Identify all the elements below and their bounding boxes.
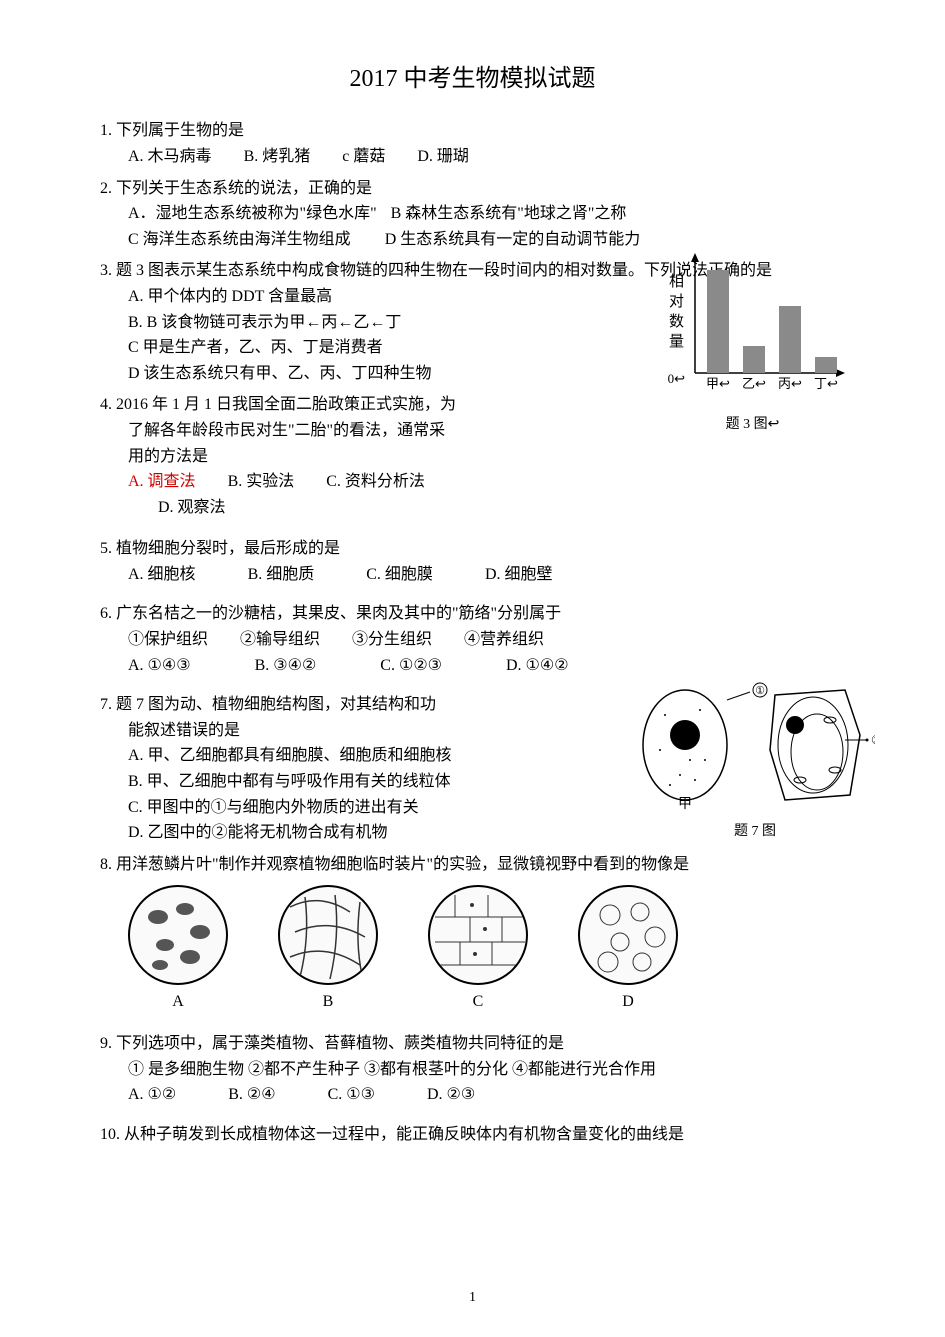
svg-text:甲↩: 甲↩ bbox=[706, 376, 730, 391]
q4-opt-a: A. 调查法 bbox=[128, 469, 196, 495]
q6-num: 6. bbox=[100, 605, 112, 622]
svg-text:对: 对 bbox=[669, 293, 684, 310]
q4-num: 4. bbox=[100, 396, 112, 413]
q5-opt-a: A. 细胞核 bbox=[128, 562, 196, 588]
svg-text:数: 数 bbox=[669, 313, 684, 330]
question-2: 2. 下列关于生态系统的说法，正确的是 A．湿地生态系统被称为"绿色水库" B … bbox=[100, 176, 845, 253]
question-6: 6. 广东名桔之一的沙糖桔，其果皮、果肉及其中的"筋络"分别属于 ①保护组织 ②… bbox=[100, 601, 845, 678]
q10-stem: 从种子萌发到长成植物体这一过程中，能正确反映体内有机物含量变化的曲线是 bbox=[124, 1126, 684, 1143]
q7-figure: ① ② 甲 题 7 图 bbox=[635, 680, 875, 835]
q8-img-c bbox=[428, 885, 528, 985]
q8-num: 8. bbox=[100, 856, 112, 873]
q1-opt-d: D. 珊瑚 bbox=[417, 144, 469, 170]
svg-text:乙↩: 乙↩ bbox=[742, 376, 766, 391]
svg-text:甲: 甲 bbox=[678, 797, 692, 810]
q2-stem: 下列关于生态系统的说法，正确的是 bbox=[116, 180, 372, 197]
q5-num: 5. bbox=[100, 540, 112, 557]
q2-num: 2. bbox=[100, 180, 112, 197]
q5-opt-d: D. 细胞壁 bbox=[485, 562, 553, 588]
q1-opt-c: c 蘑菇 bbox=[342, 144, 385, 170]
q8-img-b bbox=[278, 885, 378, 985]
q8-label-b: B bbox=[278, 989, 378, 1015]
q4-opt-c: C. 资料分析法 bbox=[326, 469, 425, 495]
q1-num: 1. bbox=[100, 122, 112, 139]
svg-text:丁↩: 丁↩ bbox=[814, 376, 838, 391]
q5-opt-b: B. 细胞质 bbox=[248, 562, 315, 588]
q7-num: 7. bbox=[100, 696, 112, 713]
q1-stem: 下列属于生物的是 bbox=[116, 122, 244, 139]
q10-num: 10. bbox=[100, 1126, 120, 1143]
q9-stem: 下列选项中，属于藻类植物、苔藓植物、蕨类植物共同特征的是 bbox=[116, 1035, 564, 1052]
q7-stem-l1: 题 7 图为动、植物细胞结构图，对其结构和功 bbox=[116, 696, 436, 713]
q1-opt-b: B. 烤乳猪 bbox=[244, 144, 311, 170]
q6-opt-d: D. ①④② bbox=[506, 653, 569, 679]
svg-text:②: ② bbox=[871, 733, 875, 747]
question-8: 8. 用洋葱鳞片叶"制作并观察植物细胞临时装片"的实验，显微镜视野中看到的物像是 bbox=[100, 852, 845, 1015]
q8-label-a: A bbox=[128, 989, 228, 1015]
q9-opt-c: C. ①③ bbox=[328, 1082, 375, 1108]
question-4: 4. 2016 年 1 月 1 日我国全面二胎政策正式实施，为 了解各年龄段市民… bbox=[100, 392, 845, 520]
svg-text:相: 相 bbox=[669, 273, 684, 290]
page-number: 1 bbox=[0, 1287, 945, 1309]
q3-num: 3. bbox=[100, 262, 112, 279]
q6-opt-c: C. ①②③ bbox=[380, 653, 442, 679]
q8-img-a bbox=[128, 885, 228, 985]
q2-opt-c: C 海洋生态系统由海洋生物组成 bbox=[128, 227, 351, 253]
q4-stem-l1: 2016 年 1 月 1 日我国全面二胎政策正式实施，为 bbox=[116, 396, 456, 413]
q5-stem: 植物细胞分裂时，最后形成的是 bbox=[116, 540, 340, 557]
q8-img-d bbox=[578, 885, 678, 985]
q4-stem-l2: 了解各年龄段市民对生"二胎"的看法，通常采 bbox=[100, 418, 580, 444]
svg-text:①: ① bbox=[755, 685, 765, 697]
q2-opt-b: B 森林生态系统有"地球之肾"之称 bbox=[391, 201, 627, 227]
q6-opt-a: A. ①④③ bbox=[128, 653, 191, 679]
q8-label-d: D bbox=[578, 989, 678, 1015]
q6-opt-b: B. ③④② bbox=[255, 653, 317, 679]
q4-stem-l3: 用的方法是 bbox=[100, 444, 580, 470]
q9-line2: ① 是多细胞生物 ②都不产生种子 ③都有根茎叶的分化 ④都能进行光合作用 bbox=[100, 1057, 845, 1083]
q9-opt-b: B. ②④ bbox=[228, 1082, 275, 1108]
svg-text:0↩: 0↩ bbox=[668, 371, 686, 386]
q5-opt-c: C. 细胞膜 bbox=[366, 562, 433, 588]
q9-opt-d: D. ②③ bbox=[427, 1082, 475, 1108]
q8-stem: 用洋葱鳞片叶"制作并观察植物细胞临时装片"的实验，显微镜视野中看到的物像是 bbox=[116, 856, 689, 873]
question-9: 9. 下列选项中，属于藻类植物、苔藓植物、蕨类植物共同特征的是 ① 是多细胞生物… bbox=[100, 1031, 845, 1108]
q4-opt-b: B. 实验法 bbox=[228, 469, 295, 495]
q8-label-c: C bbox=[428, 989, 528, 1015]
q6-line2: ①保护组织 ②输导组织 ③分生组织 ④营养组织 bbox=[100, 627, 845, 653]
q2-opt-a: A．湿地生态系统被称为"绿色水库" bbox=[128, 201, 377, 227]
q6-stem: 广东名桔之一的沙糖桔，其果皮、果肉及其中的"筋络"分别属于 bbox=[116, 605, 561, 622]
svg-text:丙↩: 丙↩ bbox=[778, 376, 802, 391]
q4-opt-d: D. 观察法 bbox=[158, 495, 226, 521]
q7-figure-caption: 题 7 图 bbox=[635, 821, 875, 843]
question-5: 5. 植物细胞分裂时，最后形成的是 A. 细胞核 B. 细胞质 C. 细胞膜 D… bbox=[100, 536, 845, 587]
page-title: 2017 中考生物模拟试题 bbox=[100, 60, 845, 98]
q1-opt-a: A. 木马病毒 bbox=[128, 144, 212, 170]
question-10: 10. 从种子萌发到长成植物体这一过程中，能正确反映体内有机物含量变化的曲线是 bbox=[100, 1122, 845, 1148]
svg-text:量: 量 bbox=[669, 334, 684, 350]
q2-opt-d: D 生态系统具有一定的自动调节能力 bbox=[385, 227, 641, 253]
q9-opt-a: A. ①② bbox=[128, 1082, 176, 1108]
question-1: 1. 下列属于生物的是 A. 木马病毒 B. 烤乳猪 c 蘑菇 D. 珊瑚 bbox=[100, 118, 845, 169]
q9-num: 9. bbox=[100, 1035, 112, 1052]
